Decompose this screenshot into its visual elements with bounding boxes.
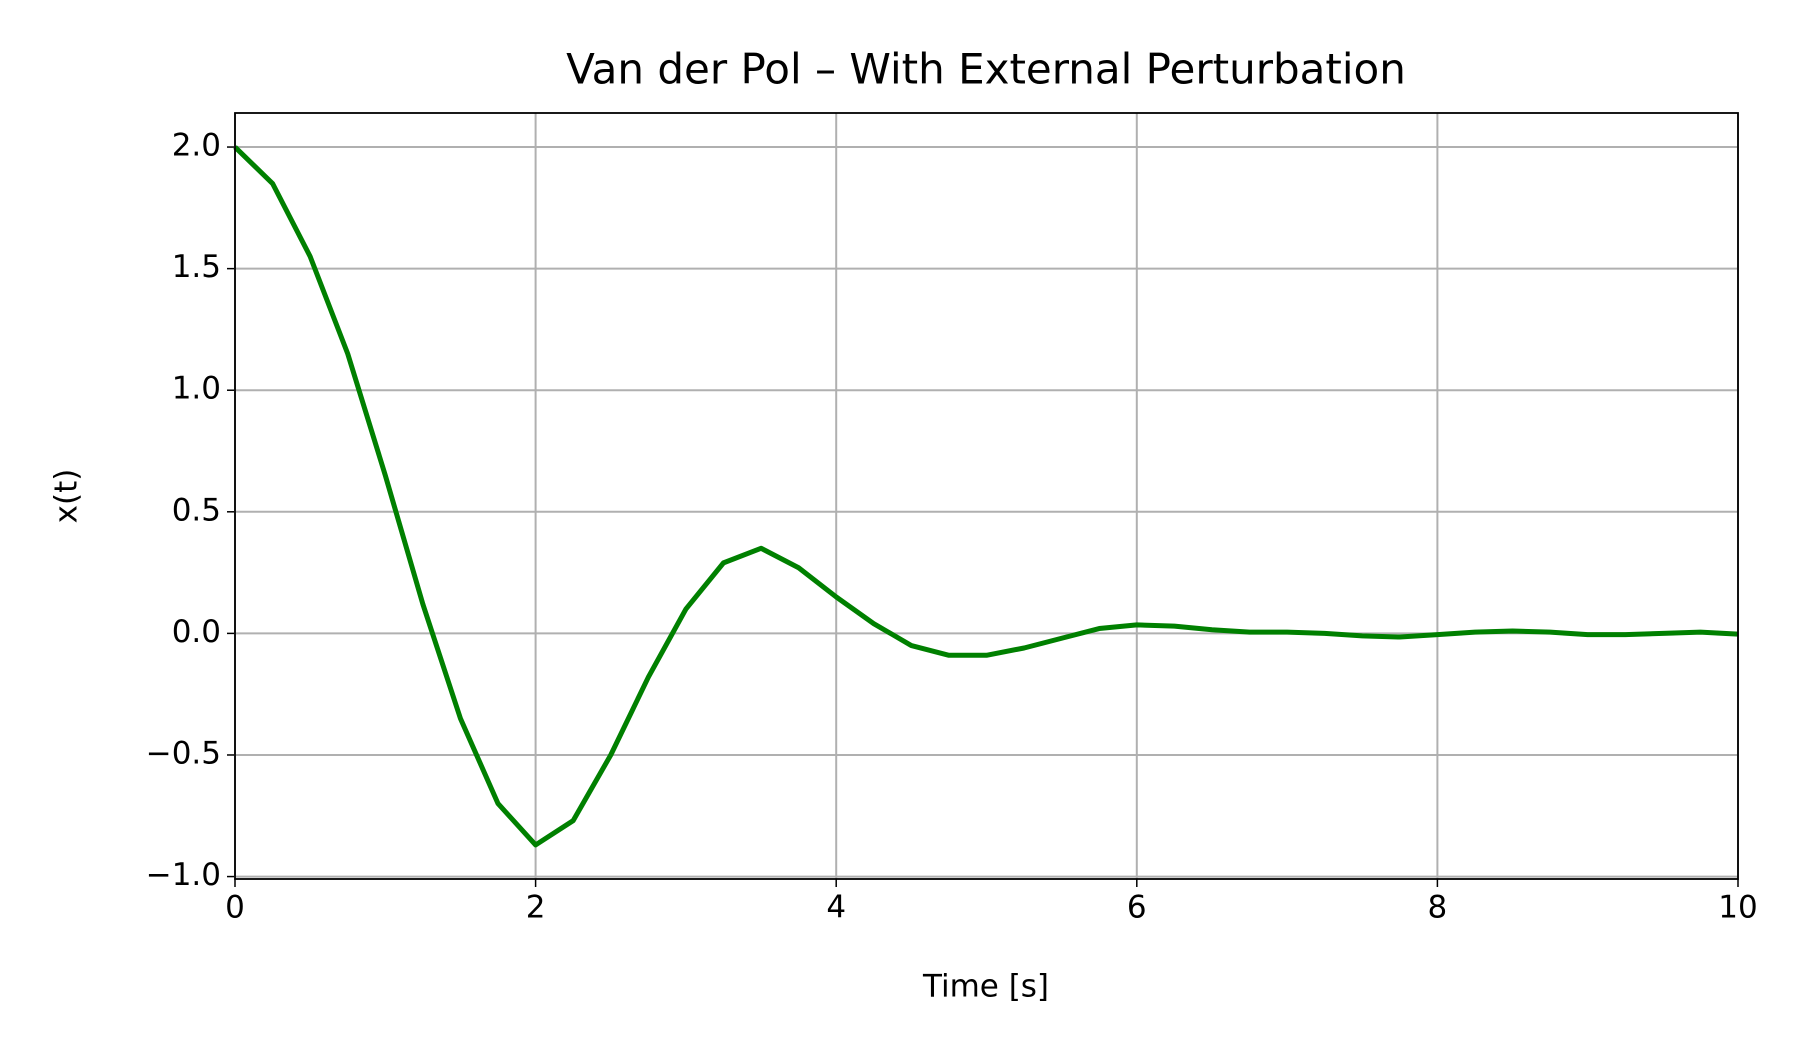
x-tick-label: 10 xyxy=(1718,890,1757,926)
x-tick-label: 8 xyxy=(1428,890,1448,926)
x-tick-label: 6 xyxy=(1127,890,1147,926)
y-tick-label: 0.0 xyxy=(172,614,221,650)
y-tick-label: 0.5 xyxy=(172,492,221,528)
chart-title: Van der Pol – With External Perturbation xyxy=(566,45,1406,94)
plot-frame xyxy=(234,112,1739,880)
x-tick-label: 2 xyxy=(526,890,546,926)
x-tick-label: 0 xyxy=(225,890,245,926)
x-axis-label: Time [s] xyxy=(922,969,1049,1005)
y-tick-label: −1.0 xyxy=(146,857,221,893)
y-tick-label: −0.5 xyxy=(146,735,221,771)
y-axis-label: x(t) xyxy=(49,469,85,524)
data-line xyxy=(233,145,1739,848)
y-tick-label: 1.5 xyxy=(172,249,221,285)
x-tick-label: 4 xyxy=(826,890,846,926)
y-tick-label: 1.0 xyxy=(172,371,221,407)
y-tick-label: 2.0 xyxy=(172,128,221,164)
